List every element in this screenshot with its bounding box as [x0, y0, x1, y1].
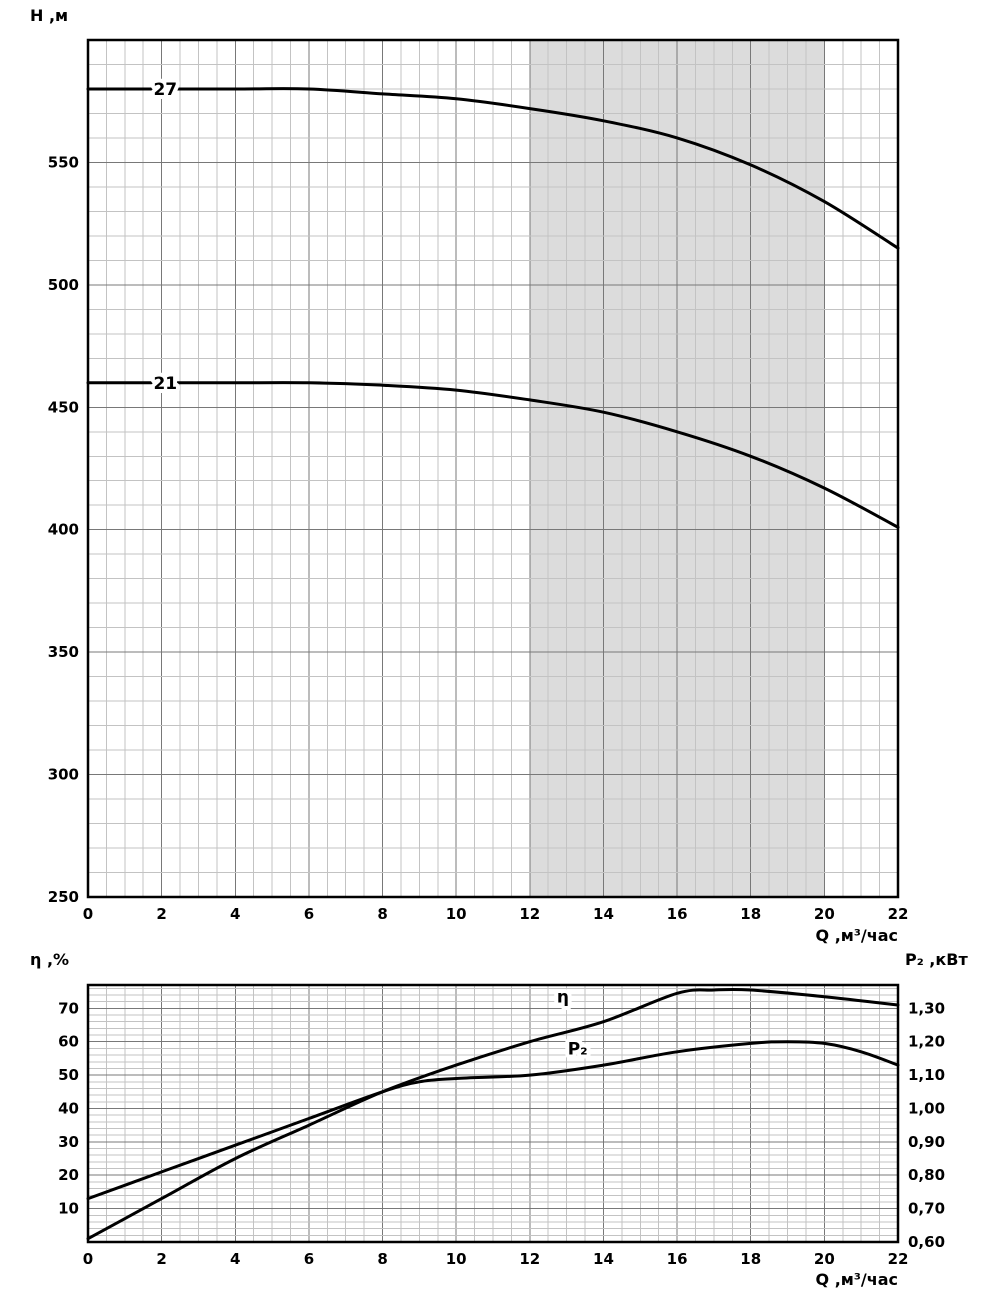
x-tick-label: 8	[377, 905, 387, 923]
x-tick-label: 0	[83, 905, 93, 923]
x-tick-label: 14	[593, 905, 614, 923]
x-tick-label: 14	[593, 1250, 614, 1268]
x-tick-label: 0	[83, 1250, 93, 1268]
x-tick-label: 22	[888, 905, 909, 923]
head-vs-flow-chart: 0 2 4 6 8 10 12 14 16 18 20 22 250 300 350 400 450 500 550…	[48, 38, 909, 923]
x-tick-label: 18	[740, 905, 761, 923]
x-tick-label: 12	[519, 1250, 540, 1268]
series-eta-curve	[86, 987, 900, 1241]
head-axis-title: H ,м	[30, 6, 69, 25]
y-tick-label-left: 20	[58, 1166, 79, 1184]
series-P2-label: P₂	[568, 1039, 588, 1059]
y-tick-label-left: 60	[58, 1033, 79, 1051]
y-tick-label-right: 0,90	[908, 1133, 945, 1151]
x-tick-label: 8	[377, 1250, 387, 1268]
efficiency-power-vs-flow-chart: 0 2 4 6 8 10 12 14 16 18 20 22 10 20 30 40 50 60 70 0,60 0,7…	[58, 983, 945, 1268]
x-tick-label: 10	[446, 1250, 467, 1268]
y-tick-label-right: 0,80	[908, 1166, 945, 1184]
efficiency-axis-title: η ,%	[30, 950, 70, 969]
grid-lines	[88, 985, 898, 1242]
y-tick-label-right: 1,30	[908, 999, 945, 1017]
series-27-curve	[86, 87, 900, 250]
x-tick-label: 4	[230, 905, 240, 923]
y-tick-label-right: 1,20	[908, 1033, 945, 1051]
grid-lines	[88, 40, 898, 897]
y-tick-label-left: 350	[48, 643, 79, 661]
y-tick-label-left: 30	[58, 1133, 79, 1151]
series-21-curve	[86, 381, 900, 529]
x-tick-label: 20	[814, 905, 835, 923]
y-tick-label-left: 70	[58, 999, 79, 1017]
x-tick-label: 16	[667, 905, 688, 923]
y-tick-label-left: 550	[48, 153, 79, 171]
series-eta-label: η	[557, 988, 569, 1008]
x-tick-label: 10	[446, 905, 467, 923]
tick-labels: 0 2 4 6 8 10 12 14 16 18 20 22 10 20 30 40 50 60 70 0,60 0,7…	[58, 999, 945, 1268]
x-tick-label: 2	[156, 1250, 166, 1268]
x-tick-label: 18	[740, 1250, 761, 1268]
x-tick-label: 6	[304, 905, 314, 923]
y-tick-label-left: 500	[48, 276, 79, 294]
y-tick-label-left: 250	[48, 888, 79, 906]
x-tick-label: 16	[667, 1250, 688, 1268]
y-tick-label-left: 300	[48, 766, 79, 784]
y-tick-label-left: 40	[58, 1099, 79, 1117]
y-tick-label-right: 1,10	[908, 1066, 945, 1084]
x-tick-label: 12	[519, 905, 540, 923]
y-tick-label-left: 10	[58, 1200, 79, 1218]
y-tick-label-left: 50	[58, 1066, 79, 1084]
x-tick-label: 6	[304, 1250, 314, 1268]
power-axis-title: P₂ ,кВт	[905, 950, 968, 969]
x-tick-label: 4	[230, 1250, 240, 1268]
series-P2-curve	[86, 1040, 900, 1201]
y-tick-label-left: 450	[48, 398, 79, 416]
series-27-label: 27	[153, 80, 177, 100]
flow-axis-title-bottom: Q ,м³/час	[815, 1270, 898, 1289]
flow-axis-title-top: Q ,м³/час	[815, 926, 898, 945]
y-tick-label-right: 0,60	[908, 1233, 945, 1251]
y-tick-label-right: 1,00	[908, 1099, 945, 1117]
x-tick-label: 20	[814, 1250, 835, 1268]
y-tick-label-left: 400	[48, 521, 79, 539]
x-tick-label: 22	[888, 1250, 909, 1268]
series-21-label: 21	[153, 374, 177, 394]
y-tick-label-right: 0,70	[908, 1200, 945, 1218]
tick-labels: 0 2 4 6 8 10 12 14 16 18 20 22 250 300 350 400 450 500 550	[48, 153, 909, 923]
plot-border	[86, 983, 900, 1244]
x-tick-label: 2	[156, 905, 166, 923]
plot-border	[86, 38, 900, 899]
